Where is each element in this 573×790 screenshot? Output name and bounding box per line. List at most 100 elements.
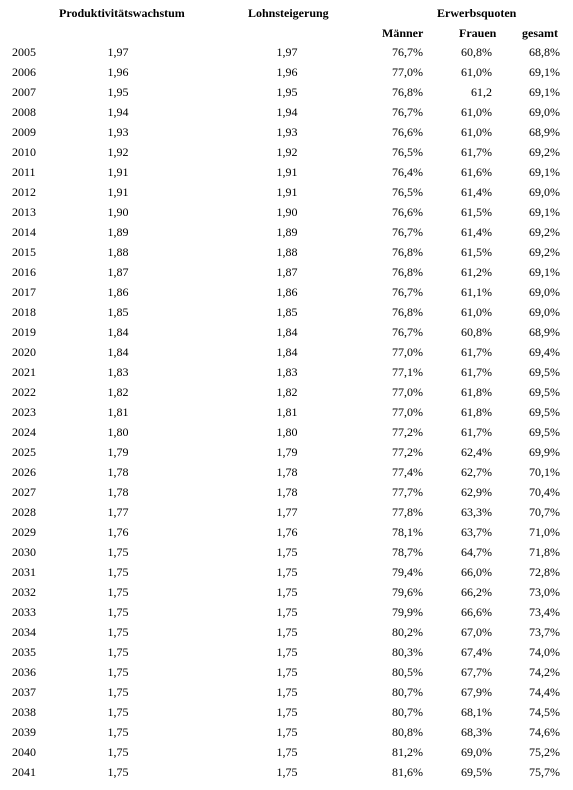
- table-row: 2007 1,95 1,95 76,8% 61,2 69,1%: [0, 85, 573, 105]
- row-produktivitaet: 1,80: [107, 425, 129, 439]
- row-erwerb-gesamt: 69,2%: [529, 245, 560, 259]
- row-produktivitaet: 1,75: [107, 685, 129, 699]
- row-lohnsteigerung: 1,95: [276, 85, 298, 99]
- row-produktivitaet: 1,95: [107, 85, 129, 99]
- row-year: 2029: [12, 525, 36, 539]
- row-produktivitaet: 1,91: [107, 185, 129, 199]
- row-erwerb-gesamt: 74,4%: [529, 685, 560, 699]
- table-row: 2034 1,75 1,75 80,2% 67,0% 73,7%: [0, 625, 573, 645]
- row-erwerb-frauen: 61,8%: [461, 385, 492, 399]
- row-erwerb-frauen: 61,4%: [461, 185, 492, 199]
- row-year: 2013: [12, 205, 36, 219]
- table-row: 2032 1,75 1,75 79,6% 66,2% 73,0%: [0, 585, 573, 605]
- row-erwerb-maenner: 78,1%: [392, 525, 423, 539]
- row-erwerb-frauen: 67,9%: [461, 685, 492, 699]
- row-lohnsteigerung: 1,75: [276, 625, 298, 639]
- row-erwerb-maenner: 76,5%: [392, 145, 423, 159]
- table-row: 2019 1,84 1,84 76,7% 60,8% 68,9%: [0, 325, 573, 345]
- row-erwerb-gesamt: 70,7%: [529, 505, 560, 519]
- row-erwerb-gesamt: 69,5%: [529, 425, 560, 439]
- row-year: 2014: [12, 225, 36, 239]
- table-row: 2009 1,93 1,93 76,6% 61,0% 68,9%: [0, 125, 573, 145]
- row-lohnsteigerung: 1,75: [276, 665, 298, 679]
- row-erwerb-maenner: 76,8%: [392, 305, 423, 319]
- row-erwerb-gesamt: 75,2%: [529, 745, 560, 759]
- row-produktivitaet: 1,75: [107, 585, 129, 599]
- row-produktivitaet: 1,84: [107, 345, 129, 359]
- table-row: 2039 1,75 1,75 80,8% 68,3% 74,6%: [0, 725, 573, 745]
- row-year: 2010: [12, 145, 36, 159]
- table-row: 2021 1,83 1,83 77,1% 61,7% 69,5%: [0, 365, 573, 385]
- row-produktivitaet: 1,75: [107, 545, 129, 559]
- header-maenner: Männer: [382, 26, 424, 40]
- row-year: 2016: [12, 265, 36, 279]
- row-erwerb-maenner: 80,7%: [392, 705, 423, 719]
- header-gesamt: gesamt: [522, 26, 558, 40]
- table-row: 2025 1,79 1,79 77,2% 62,4% 69,9%: [0, 445, 573, 465]
- row-erwerb-frauen: 61,0%: [461, 305, 492, 319]
- row-erwerb-maenner: 77,0%: [392, 345, 423, 359]
- table-row: 2035 1,75 1,75 80,3% 67,4% 74,0%: [0, 645, 573, 665]
- table-row: 2031 1,75 1,75 79,4% 66,0% 72,8%: [0, 565, 573, 585]
- row-erwerb-frauen: 62,4%: [461, 445, 492, 459]
- row-year: 2019: [12, 325, 36, 339]
- table-row: 2005 1,97 1,97 76,7% 60,8% 68,8%: [0, 45, 573, 65]
- row-lohnsteigerung: 1,84: [276, 325, 298, 339]
- row-year: 2005: [12, 45, 36, 59]
- row-erwerb-maenner: 76,6%: [392, 125, 423, 139]
- row-produktivitaet: 1,93: [107, 125, 129, 139]
- row-erwerb-gesamt: 69,5%: [529, 405, 560, 419]
- row-erwerb-frauen: 68,1%: [461, 705, 492, 719]
- row-erwerb-maenner: 81,2%: [392, 745, 423, 759]
- table-row: 2037 1,75 1,75 80,7% 67,9% 74,4%: [0, 685, 573, 705]
- row-produktivitaet: 1,75: [107, 625, 129, 639]
- row-lohnsteigerung: 1,84: [276, 345, 298, 359]
- row-erwerb-frauen: 66,2%: [461, 585, 492, 599]
- table-row: 2018 1,85 1,85 76,8% 61,0% 69,0%: [0, 305, 573, 325]
- row-erwerb-maenner: 77,4%: [392, 465, 423, 479]
- row-erwerb-frauen: 61,7%: [461, 365, 492, 379]
- row-erwerb-maenner: 80,7%: [392, 685, 423, 699]
- table-row: 2020 1,84 1,84 77,0% 61,7% 69,4%: [0, 345, 573, 365]
- row-year: 2028: [12, 505, 36, 519]
- row-produktivitaet: 1,76: [107, 525, 129, 539]
- row-lohnsteigerung: 1,91: [276, 185, 298, 199]
- row-erwerb-gesamt: 69,2%: [529, 225, 560, 239]
- row-erwerb-gesamt: 69,0%: [529, 105, 560, 119]
- table-row: 2030 1,75 1,75 78,7% 64,7% 71,8%: [0, 545, 573, 565]
- row-produktivitaet: 1,82: [107, 385, 129, 399]
- row-erwerb-gesamt: 74,5%: [529, 705, 560, 719]
- row-erwerb-frauen: 69,0%: [461, 745, 492, 759]
- row-year: 2041: [12, 765, 36, 779]
- row-lohnsteigerung: 1,75: [276, 645, 298, 659]
- row-year: 2032: [12, 585, 36, 599]
- row-produktivitaet: 1,75: [107, 565, 129, 579]
- row-erwerb-frauen: 61,7%: [461, 145, 492, 159]
- row-erwerb-maenner: 76,7%: [392, 105, 423, 119]
- row-lohnsteigerung: 1,91: [276, 165, 298, 179]
- row-year: 2026: [12, 465, 36, 479]
- row-produktivitaet: 1,92: [107, 145, 129, 159]
- row-year: 2012: [12, 185, 36, 199]
- row-year: 2035: [12, 645, 36, 659]
- row-erwerb-frauen: 61,1%: [461, 285, 492, 299]
- row-year: 2023: [12, 405, 36, 419]
- row-erwerb-gesamt: 69,4%: [529, 345, 560, 359]
- row-erwerb-gesamt: 75,7%: [529, 765, 560, 779]
- row-lohnsteigerung: 1,88: [276, 245, 298, 259]
- row-produktivitaet: 1,85: [107, 305, 129, 319]
- row-erwerb-gesamt: 69,5%: [529, 385, 560, 399]
- row-erwerb-frauen: 61,5%: [461, 245, 492, 259]
- row-erwerb-maenner: 79,6%: [392, 585, 423, 599]
- row-produktivitaet: 1,75: [107, 605, 129, 619]
- row-lohnsteigerung: 1,76: [276, 525, 298, 539]
- table-row: 2006 1,96 1,96 77,0% 61,0% 69,1%: [0, 65, 573, 85]
- row-produktivitaet: 1,86: [107, 285, 129, 299]
- row-erwerb-maenner: 80,3%: [392, 645, 423, 659]
- row-year: 2007: [12, 85, 36, 99]
- row-erwerb-frauen: 69,5%: [461, 765, 492, 779]
- table-row: 2023 1,81 1,81 77,0% 61,8% 69,5%: [0, 405, 573, 425]
- row-erwerb-maenner: 77,7%: [392, 485, 423, 499]
- row-erwerb-maenner: 80,8%: [392, 725, 423, 739]
- row-lohnsteigerung: 1,90: [276, 205, 298, 219]
